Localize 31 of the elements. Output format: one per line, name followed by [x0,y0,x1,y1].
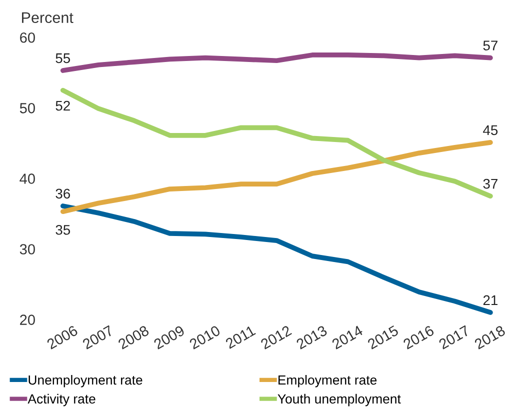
data-label: 52 [56,100,70,111]
x-tick-label: 2013 [296,325,328,350]
data-label: 45 [483,125,498,136]
legend-label: Employment rate [278,375,377,388]
y-axis-title: Percent [22,12,74,24]
x-tick-label: 2014 [331,324,364,350]
x-tick-label: 2009 [153,325,186,350]
legend-label: Youth unemployment [278,394,401,406]
x-tick-label: 2017 [438,325,470,350]
y-tick-label: 50 [20,103,35,114]
legend-label: Activity rate [28,394,96,406]
x-tick-label: 2016 [402,325,435,350]
y-tick-label: 40 [20,174,35,184]
x-tick-label: 2018 [474,325,506,350]
x-tick-label: 2012 [260,325,292,350]
y-tick-label: 60 [20,32,35,43]
y-tick-label: 30 [20,244,35,254]
x-tick-label: 2011 [224,325,256,350]
data-label: 57 [483,40,498,50]
data-label: 36 [56,188,70,199]
data-label: 37 [483,178,498,189]
data-label: 35 [56,224,70,235]
x-tick-label: 2015 [366,325,400,350]
y-tick-label: 20 [20,314,35,325]
data-label: 55 [56,53,70,64]
x-tick-label: 2006 [46,325,78,350]
legend-label: Unemployment rate [28,375,142,388]
data-label: 21 [483,295,498,305]
x-tick-label: 2008 [118,325,150,350]
x-tick-label: 2007 [82,325,114,350]
x-tick-label: 2010 [188,325,221,350]
